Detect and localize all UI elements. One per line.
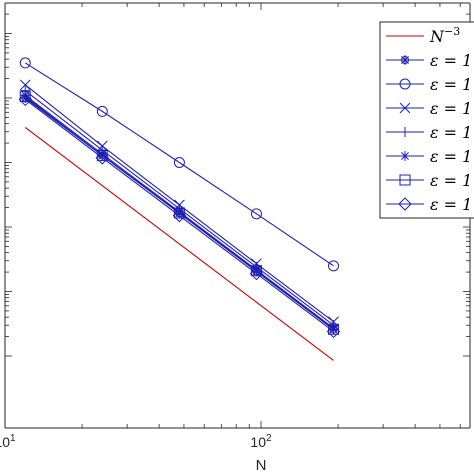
legend-label: ε = 1 <box>430 123 472 142</box>
legend-entry: ε = 1 <box>386 171 472 190</box>
legend-label: ε = 1 <box>430 195 472 214</box>
legend-label: ε = 1 <box>430 171 472 190</box>
legend: N−3 ε = 1 ε = 1 ε = 1 ε = 1 ε = 1 ε = 1 ε = 1 <box>379 21 474 219</box>
marker-star-lines <box>400 55 410 65</box>
series-line <box>24 62 334 267</box>
legend-entry: N−3 <box>386 25 460 46</box>
marker-circle <box>250 208 262 220</box>
series-layer <box>18 57 341 361</box>
legend-entry: ε = 1 <box>386 75 472 94</box>
marker-x <box>399 102 411 114</box>
series-2 <box>19 57 340 272</box>
x-ticks: 101 102 <box>0 3 461 450</box>
series-line <box>24 98 334 332</box>
legend-label: ε = 1 <box>430 99 472 118</box>
legend-label: N−3 <box>429 25 460 46</box>
marker-circle <box>173 157 185 168</box>
marker-diamond <box>18 92 32 107</box>
series-7 <box>18 92 341 339</box>
marker-square <box>96 150 108 162</box>
marker-square <box>399 174 411 186</box>
marker-diamond <box>95 151 110 165</box>
legend-entry: ε = 1 <box>386 99 472 118</box>
marker-asterisk <box>328 323 339 334</box>
marker-asterisk <box>97 149 108 160</box>
marker-asterisk <box>251 264 262 275</box>
marker-diamond <box>249 266 264 281</box>
series-5 <box>20 90 339 334</box>
legend-entry: ε = 1 <box>386 51 472 70</box>
marker-circle <box>19 57 31 69</box>
series-line <box>24 126 334 361</box>
marker-asterisk <box>400 151 410 161</box>
marker-diamond <box>326 324 341 339</box>
legend-entry: ε = 1 <box>386 147 472 166</box>
series-0 <box>24 126 334 361</box>
x-axis-label: N <box>256 457 267 474</box>
marker-circle <box>399 78 411 90</box>
marker-square <box>328 323 340 335</box>
marker-square <box>173 207 185 219</box>
marker-circle <box>96 105 108 117</box>
legend-box <box>379 21 474 219</box>
legend-entry: ε = 1 <box>386 123 472 142</box>
legend-label: ε = 1 <box>430 51 472 70</box>
marker-diamond <box>398 197 412 211</box>
x-tick-label: 101 <box>0 433 16 450</box>
marker-asterisk <box>20 90 31 101</box>
marker-square <box>250 265 262 277</box>
series-6 <box>19 91 340 335</box>
legend-entry: ε = 1 <box>386 195 472 214</box>
marker-plus <box>400 127 410 137</box>
x-tick-label: 102 <box>250 433 272 450</box>
marker-square <box>19 91 31 103</box>
legend-label: ε = 1 <box>430 75 472 94</box>
marker-circle <box>328 260 340 272</box>
legend-label: ε = 1 <box>430 147 472 166</box>
marker-x <box>19 79 31 91</box>
marker-diamond <box>172 208 187 223</box>
series-line <box>24 96 334 330</box>
marker-asterisk <box>174 206 185 217</box>
